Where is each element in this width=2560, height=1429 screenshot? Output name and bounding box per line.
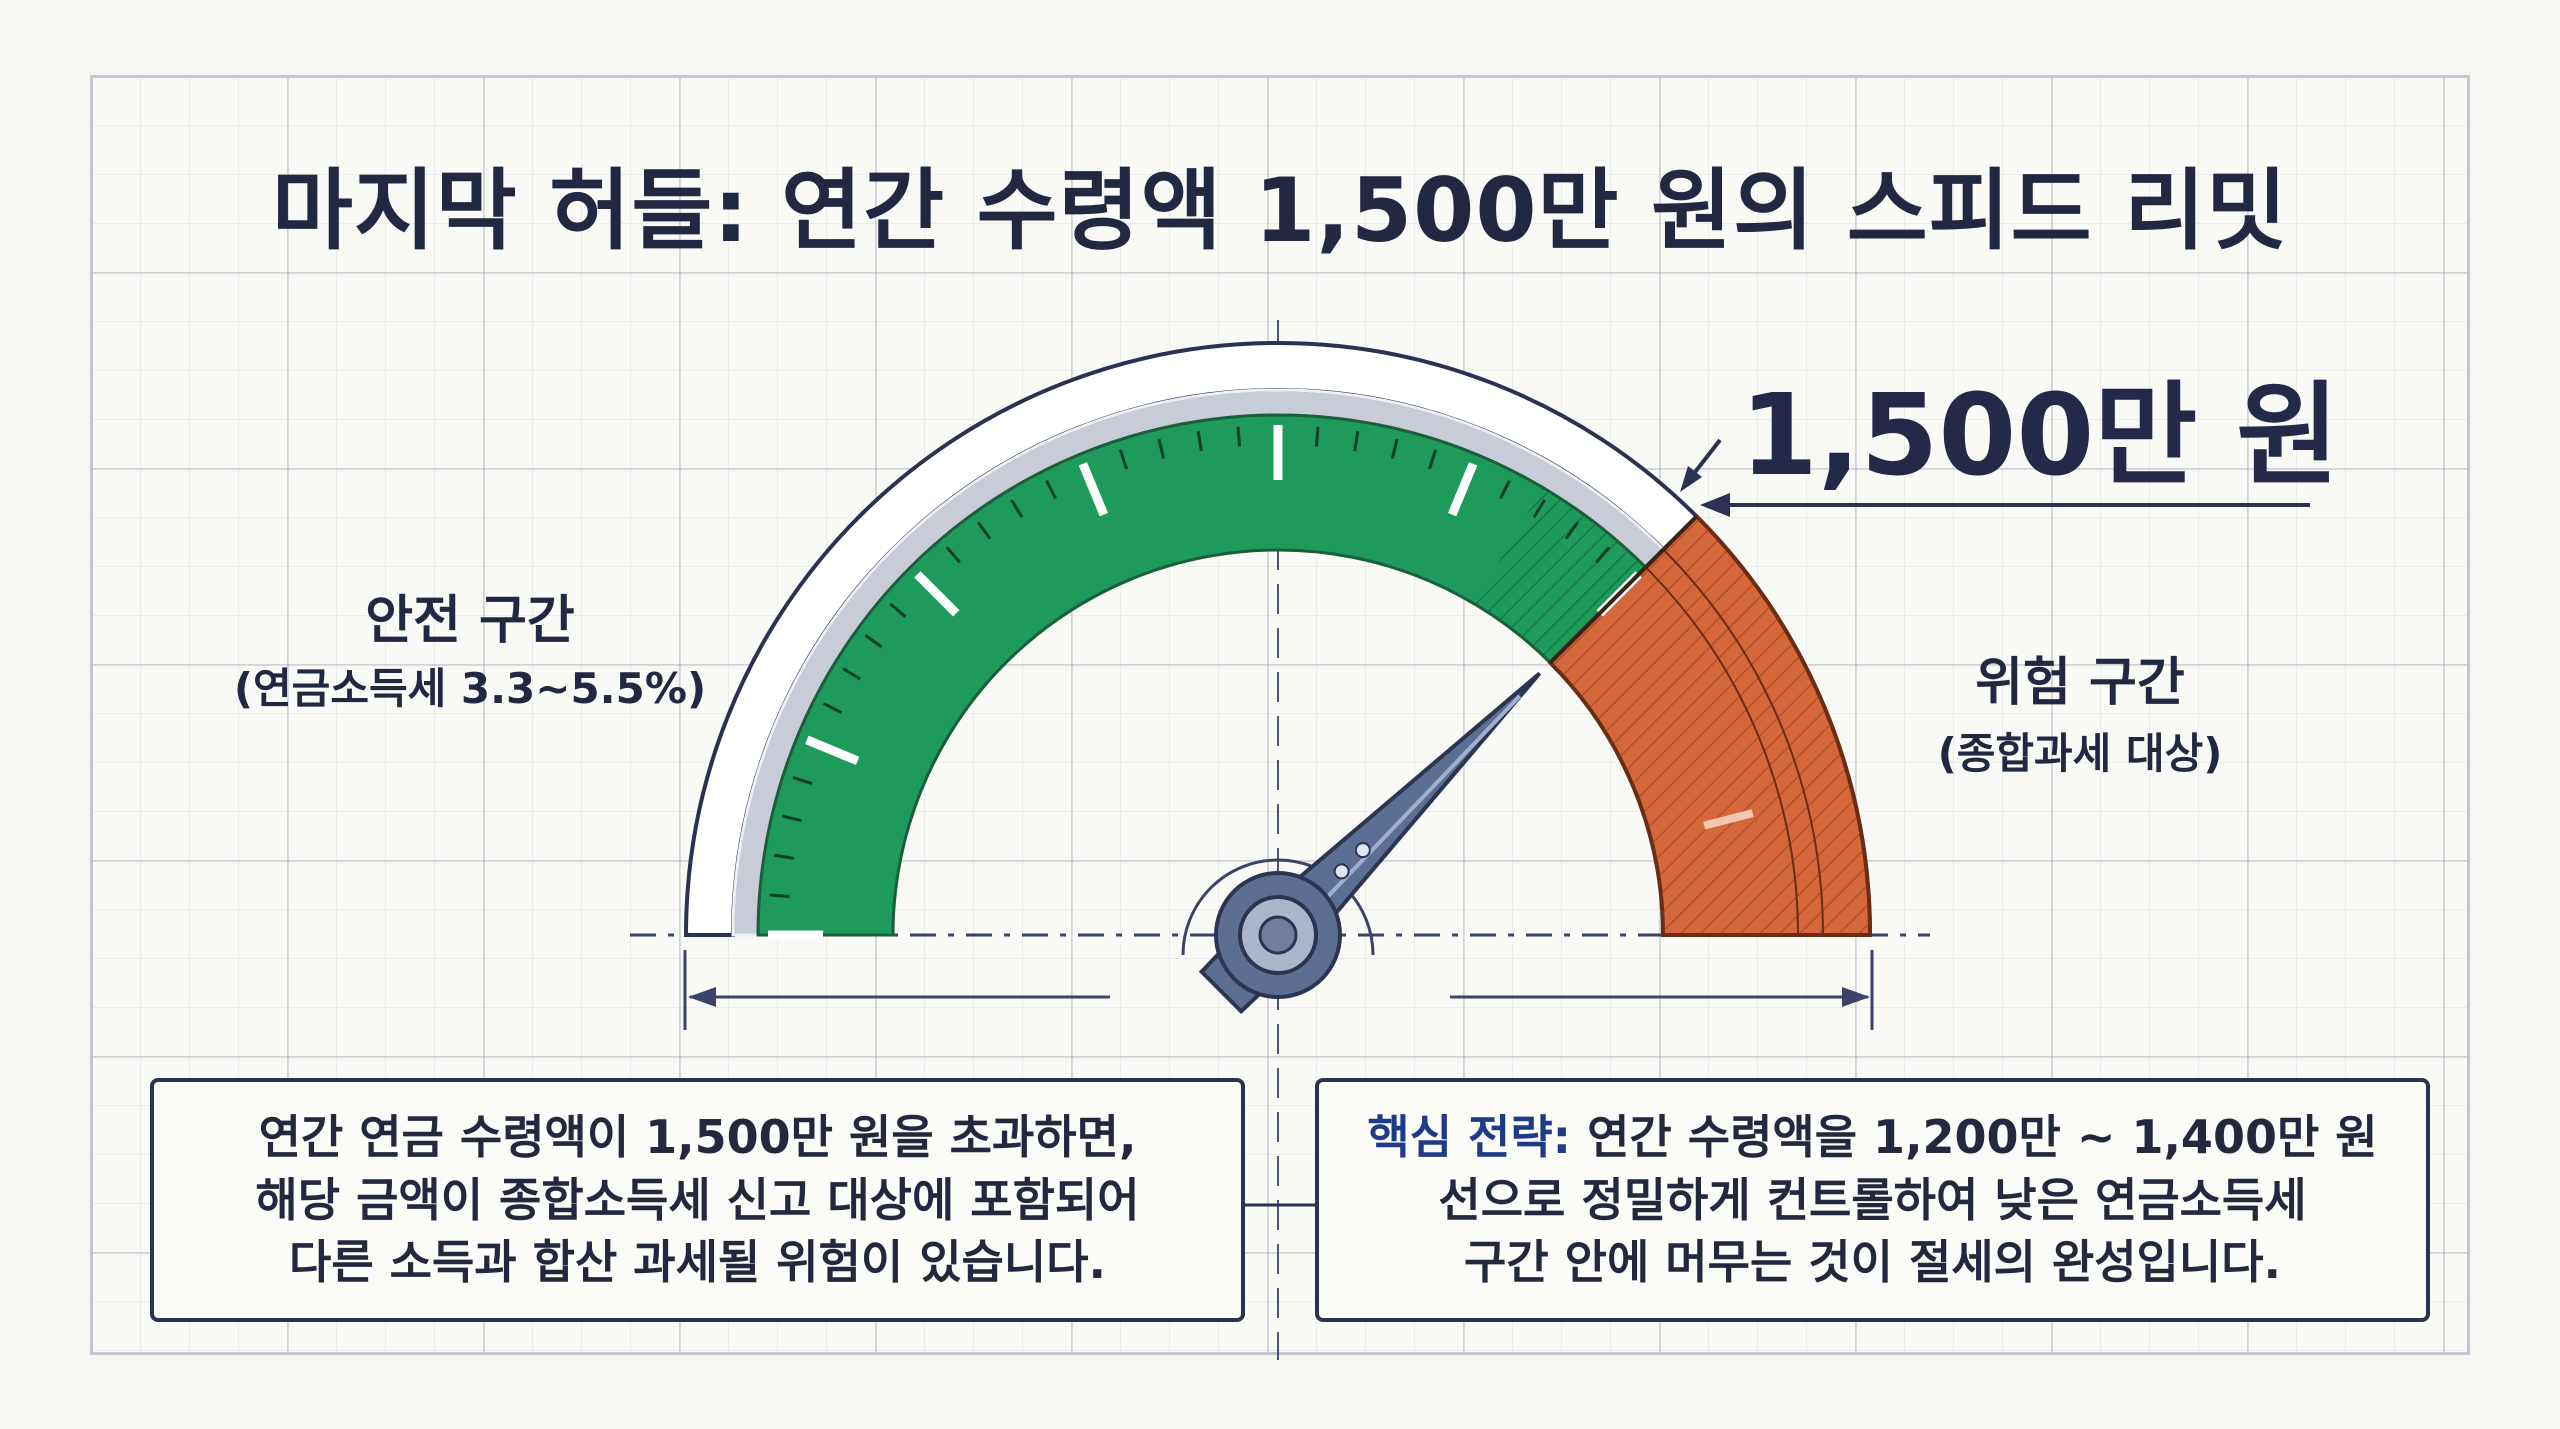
needle-rivet (1354, 842, 1371, 859)
needle-highlight (1324, 694, 1522, 900)
threshold-label: 1,500만 원 (1740, 371, 2340, 501)
minor-tick (1595, 546, 1611, 564)
threshold-divider (1548, 514, 1699, 665)
safe-zone-title: 안전 구간 (365, 591, 575, 651)
minor-tick (781, 814, 802, 823)
right-strategy-box: 핵심 전략: 연간 수령액을 1,200만 ~ 1,400만 원 선으로 정밀하… (1315, 1078, 2430, 1322)
minor-tick (977, 521, 992, 540)
minor-tick (945, 546, 961, 564)
minor-tick (1196, 431, 1203, 452)
danger-tick (1703, 809, 1754, 830)
left-note-line: 연간 연금 수령액이 1,500만 원을 초과하면, (258, 1110, 1137, 1165)
left-note-line: 해당 금액이 종합소득세 신고 대상에 포함되어 (255, 1172, 1140, 1227)
danger-zone-inner-rail (1644, 548, 1825, 936)
major-tick (1447, 462, 1478, 517)
danger-zone-hatch (1550, 516, 1870, 935)
minor-tick (1118, 449, 1129, 470)
major-tick (805, 735, 860, 766)
right-note-line: 구간 안에 머무는 것이 절세의 완성입니다. (1464, 1235, 2281, 1290)
minor-tick (1236, 426, 1242, 447)
minor-tick (1427, 449, 1438, 470)
minor-tick (1532, 499, 1546, 518)
left-note-line: 다른 소득과 합산 과세될 위험이 있습니다. (289, 1235, 1106, 1290)
minor-tick (1564, 521, 1579, 540)
strategy-highlight: 핵심 전략: (1367, 1110, 1572, 1165)
minor-tick (842, 667, 861, 681)
danger-zone-subtitle: (종합과세 대상) (1937, 729, 2223, 778)
right-note-line-rest: 연간 수령액을 1,200만 ~ 1,400만 원 (1571, 1110, 2378, 1165)
minor-tick (1353, 431, 1360, 452)
safe-zone-subtitle: (연금소득세 3.3~5.5%) (233, 664, 707, 713)
minor-tick (1499, 479, 1511, 500)
minor-tick (864, 634, 883, 649)
major-tick (914, 571, 960, 617)
needle-rivet (1333, 863, 1350, 880)
minor-tick (792, 775, 813, 786)
gauge-body (683, 341, 1873, 1015)
hub-guide-arc (1181, 858, 1375, 956)
danger-zone-title: 위험 구간 (1975, 653, 2185, 713)
page-title: 마지막 허들: 연간 수령액 1,500만 원의 스피드 리밋 (271, 159, 2289, 262)
minor-tick (1157, 438, 1166, 459)
minor-tick (1390, 438, 1399, 459)
safe-zone-transition (1473, 487, 1646, 663)
minor-tick (1045, 479, 1057, 500)
minor-tick (1010, 499, 1024, 518)
minor-tick (769, 893, 790, 899)
right-note-line: 핵심 전략: 연간 수령액을 1,200만 ~ 1,400만 원 (1367, 1106, 2377, 1169)
left-explanation-box: 연간 연금 수령액이 1,500만 원을 초과하면, 해당 금액이 종합소득세 … (150, 1078, 1245, 1322)
minor-tick (774, 853, 795, 860)
minor-tick (889, 602, 907, 618)
major-tick (1078, 462, 1109, 517)
threshold-arrow-icon (1680, 438, 2310, 517)
gauge-hub-cap (1258, 915, 1298, 955)
right-note-line: 선으로 정밀하게 컨트롤하여 낮은 연금소득세 (1438, 1172, 2307, 1227)
minor-tick (1314, 426, 1320, 447)
minor-tick (822, 702, 843, 714)
